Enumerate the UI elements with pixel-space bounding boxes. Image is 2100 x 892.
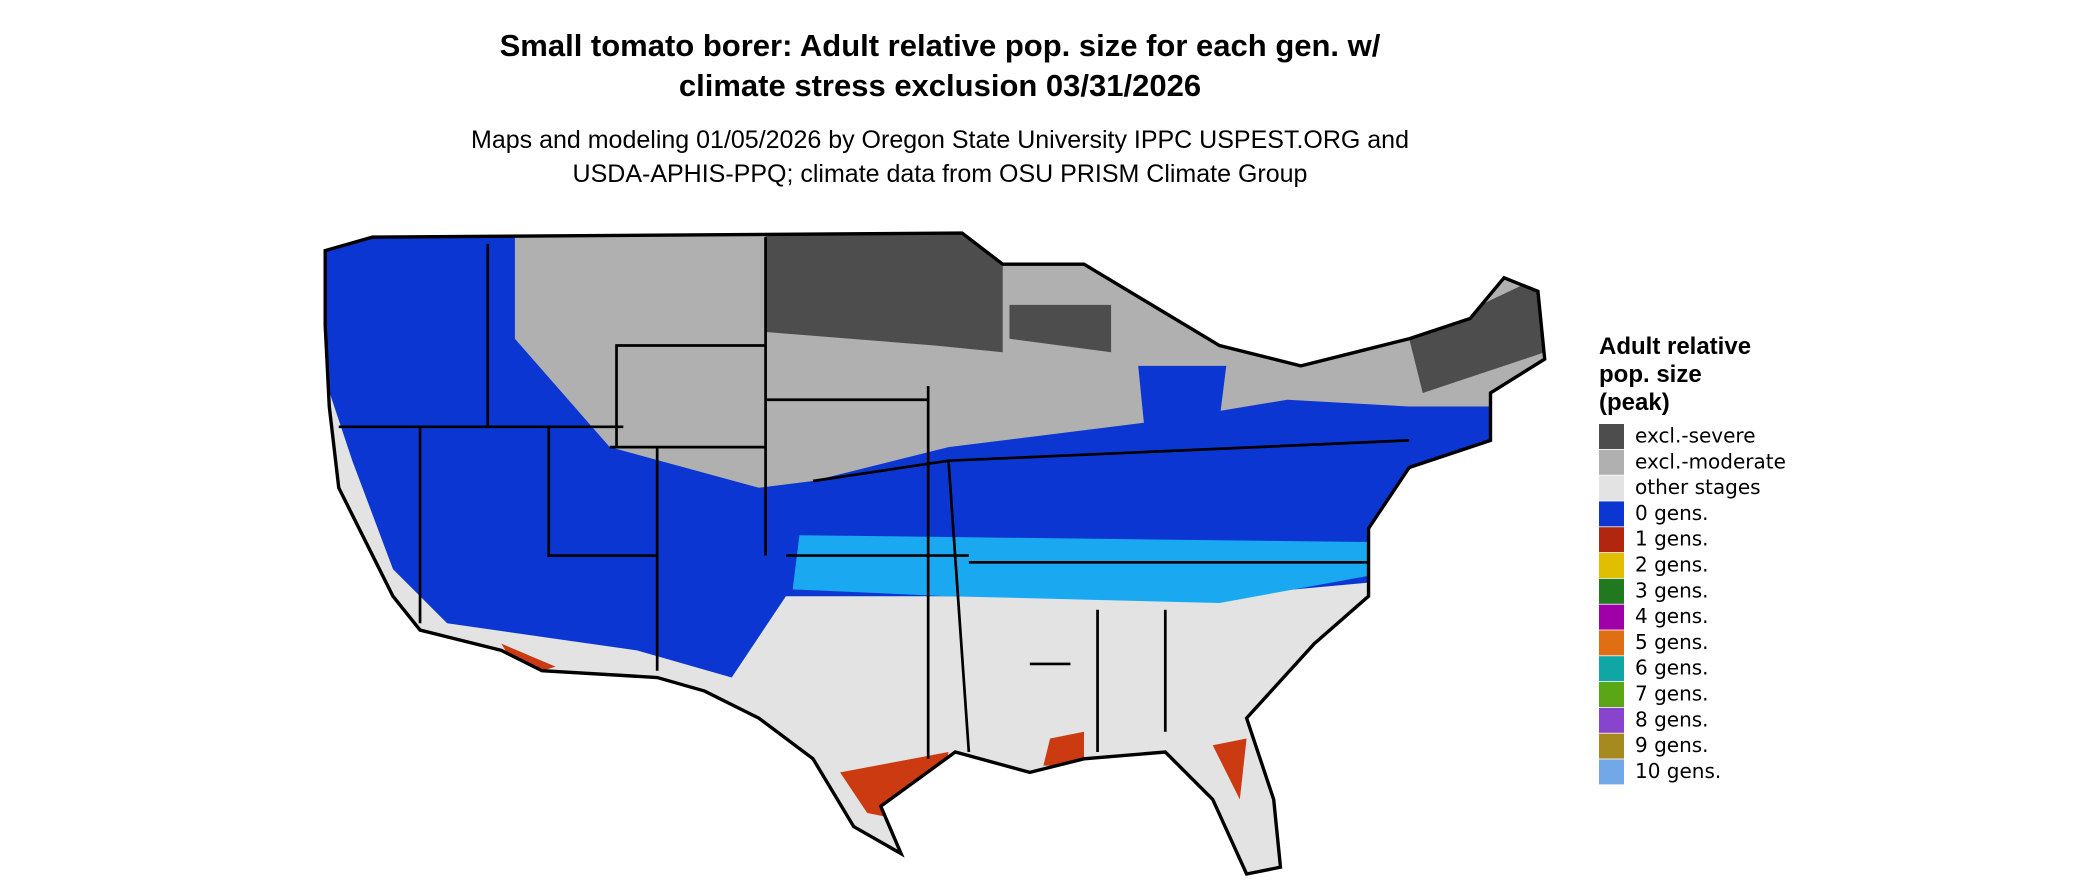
legend-swatch <box>1599 475 1624 501</box>
legend-title-line: pop. size <box>1599 361 1702 388</box>
legend-swatch <box>1599 707 1624 733</box>
legend-swatch <box>1599 553 1624 578</box>
legend-swatch <box>1599 630 1624 656</box>
legend-label: 8 gens. <box>1635 707 1709 731</box>
legend-label: 1 gens. <box>1635 527 1709 551</box>
legend-swatch <box>1599 578 1624 604</box>
legend-swatch <box>1599 733 1624 759</box>
state-borders <box>338 237 1410 759</box>
legend-swatch <box>1599 604 1624 630</box>
legend-label: 3 gens. <box>1635 578 1709 602</box>
legend-title-line: Adult relative <box>1599 333 1751 360</box>
legend-label: 10 gens. <box>1635 759 1721 783</box>
legend-label: 7 gens. <box>1635 682 1709 706</box>
legend-label: excl.-severe <box>1635 424 1756 448</box>
legend-label: 2 gens. <box>1635 553 1709 577</box>
region-0-gens <box>1138 365 1491 529</box>
legend-swatch <box>1599 449 1624 475</box>
legend-swatch <box>1599 424 1624 449</box>
subtitle-line: USDA-APHIS-PPQ; climate data from OSU PR… <box>573 160 1308 188</box>
subtitle-line: Maps and modeling 01/05/2026 by Oregon S… <box>471 126 1409 154</box>
legend-label: 4 gens. <box>1635 604 1709 628</box>
region-excl-severe <box>765 233 1545 393</box>
legend-swatch <box>1599 759 1624 785</box>
legend-title-line: (peak) <box>1599 389 1670 416</box>
legend-label: 0 gens. <box>1635 501 1709 525</box>
map <box>323 231 1547 876</box>
region-1-gens <box>501 643 1247 827</box>
legend-label: excl.-moderate <box>1635 449 1786 473</box>
legend-label: 5 gens. <box>1635 630 1709 654</box>
region-band <box>792 535 1369 603</box>
legend-swatch <box>1599 682 1624 707</box>
legend-label: other stages <box>1635 475 1761 499</box>
legend-swatch <box>1599 501 1624 527</box>
title-line: Small tomato borer: Adult relative pop. … <box>500 28 1381 63</box>
legend-label: 6 gens. <box>1635 656 1709 680</box>
legend-swatch <box>1599 527 1624 553</box>
legend-swatch <box>1599 656 1624 682</box>
title-line: climate stress exclusion 03/31/2026 <box>679 68 1201 103</box>
legend-label: 9 gens. <box>1635 733 1709 757</box>
